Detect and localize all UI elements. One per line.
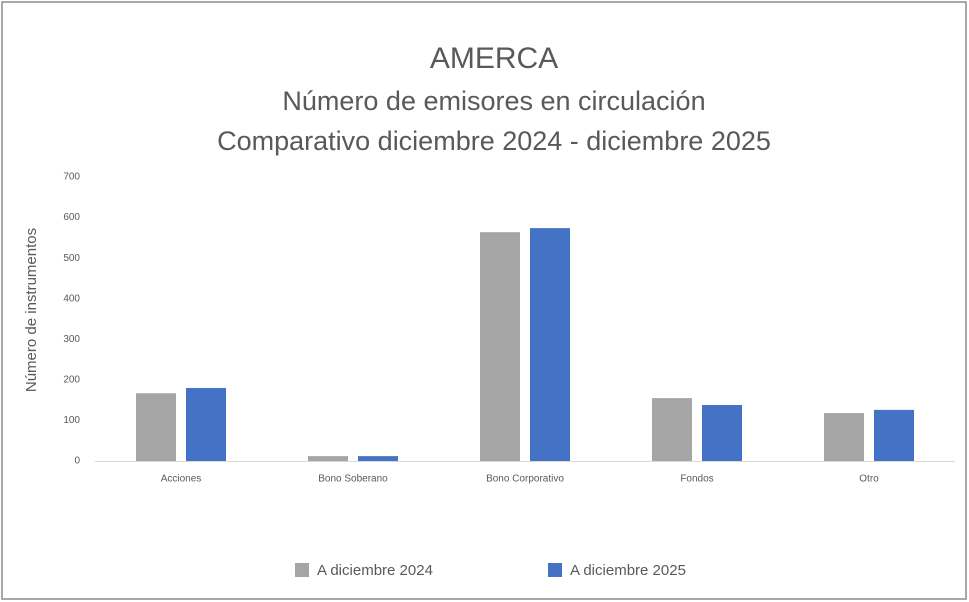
bar <box>136 393 176 461</box>
y-tick-label: 100 <box>63 415 80 426</box>
y-tick-label: 200 <box>63 374 80 385</box>
chart-subtitle: Número de emisores en circulación <box>282 86 705 116</box>
chart-subtitle: Comparativo diciembre 2024 - diciembre 2… <box>217 126 771 156</box>
bar <box>480 232 520 461</box>
y-tick-label: 600 <box>63 212 80 223</box>
bar <box>358 456 398 461</box>
y-tick-label: 0 <box>74 456 80 467</box>
bar <box>530 228 570 461</box>
legend-swatch <box>548 563 562 577</box>
y-axis-label: Número de instrumentos <box>23 228 40 392</box>
chart-title: AMERCA <box>430 42 558 75</box>
legend-label: A diciembre 2024 <box>317 562 433 579</box>
x-tick-label: Bono Soberano <box>318 474 388 485</box>
x-tick-label: Bono Corporativo <box>486 474 564 485</box>
legend-label: A diciembre 2025 <box>570 562 686 579</box>
legend-swatch <box>295 563 309 577</box>
y-tick-label: 300 <box>63 334 80 345</box>
bar <box>186 387 226 461</box>
y-tick-label: 700 <box>63 172 80 183</box>
bar <box>308 456 348 461</box>
y-tick-label: 400 <box>63 293 80 304</box>
x-tick-label: Acciones <box>161 474 202 485</box>
x-tick-label: Fondos <box>680 474 713 485</box>
bar <box>824 413 864 461</box>
bar <box>652 398 692 461</box>
y-tick-label: 500 <box>63 253 80 264</box>
bar <box>874 409 914 461</box>
x-tick-label: Otro <box>859 474 879 485</box>
bar <box>702 405 742 461</box>
